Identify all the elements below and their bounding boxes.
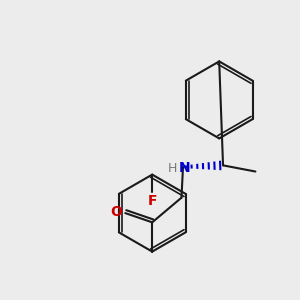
Text: O: O xyxy=(110,205,122,219)
Text: N: N xyxy=(179,161,190,176)
Text: F: F xyxy=(148,194,157,208)
Text: H: H xyxy=(167,162,177,175)
